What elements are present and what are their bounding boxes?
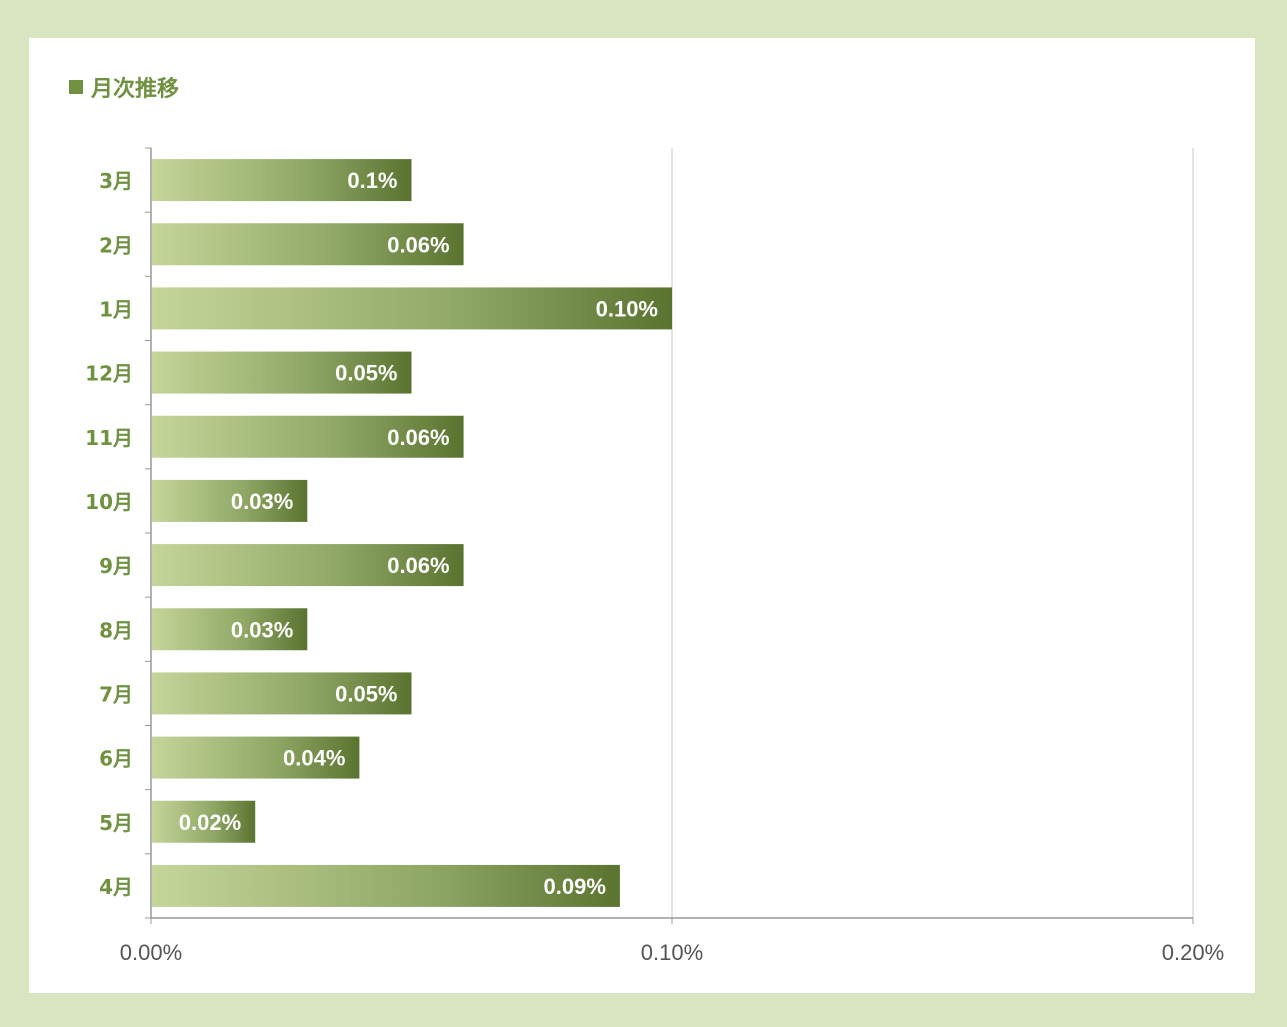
bar: [152, 800, 256, 843]
x-tick-label: 0.00%: [120, 940, 182, 965]
data-label: 0.1%: [347, 168, 397, 193]
bar: [152, 736, 360, 779]
chart-title-text: 月次推移: [91, 77, 180, 102]
category-label: 4月: [99, 875, 133, 899]
data-label: 0.06%: [387, 553, 449, 578]
category-label: 1月: [99, 297, 133, 321]
data-label: 0.10%: [596, 296, 658, 321]
category-label: 8月: [99, 618, 133, 642]
x-tick-label: 0.10%: [641, 940, 703, 965]
bar: [152, 608, 308, 651]
category-label: 10月: [85, 490, 133, 514]
category-label: 3月: [99, 169, 133, 193]
grid-layer: [671, 148, 1194, 918]
category-label: 6月: [99, 747, 133, 771]
bar: [152, 479, 308, 522]
data-label: 0.05%: [335, 681, 397, 706]
chart-title: 月次推移: [69, 72, 179, 102]
data-label: 0.09%: [544, 874, 606, 899]
bar: [152, 223, 464, 266]
data-label: 0.06%: [387, 232, 449, 257]
bar: [152, 351, 412, 394]
x-tick-label: 0.20%: [1162, 940, 1224, 965]
data-label: 0.02%: [179, 810, 241, 835]
category-label: 5月: [99, 811, 133, 835]
bar-layer: [152, 159, 672, 907]
bar: [152, 544, 464, 587]
bar: [152, 415, 464, 458]
label-layer: 0.00% 0.10% 0.20% 3月 0.1% 2月 0.06% 1月 0.10% 12月 0.…: [85, 168, 1224, 965]
category-label: 11月: [85, 426, 133, 450]
data-label: 0.03%: [231, 489, 293, 514]
category-label: 9月: [99, 554, 133, 578]
data-label: 0.05%: [335, 361, 397, 386]
data-label: 0.03%: [231, 617, 293, 642]
data-label: 0.06%: [387, 425, 449, 450]
category-label: 7月: [99, 682, 133, 706]
bar: [152, 864, 620, 907]
title-marker-icon: [69, 80, 83, 94]
bar: [152, 672, 412, 715]
data-label: 0.04%: [283, 746, 345, 771]
bar: [152, 287, 672, 330]
category-label: 12月: [85, 362, 133, 386]
category-label: 2月: [99, 233, 133, 257]
axis-layer: [145, 147, 1194, 924]
bar: [152, 159, 412, 202]
